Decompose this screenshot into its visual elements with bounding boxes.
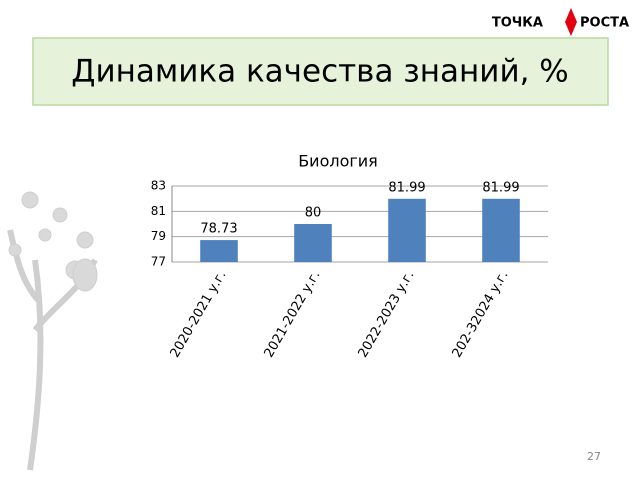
logo-left: ТОЧКА [492, 16, 543, 31]
bar [388, 198, 426, 262]
logo: ТОЧКА РОСТА [492, 8, 629, 36]
x-tick-label: 2020-2021 у.г. [168, 268, 230, 360]
x-tick-label: 202-32024 у.г. [450, 268, 512, 360]
page-number: 27 [587, 450, 601, 463]
bar [294, 224, 332, 262]
x-tick-label: 2021-2022 у.г. [262, 268, 324, 360]
logo-icon [565, 8, 577, 36]
y-tick-label: 77 [151, 255, 166, 269]
value-label: 80 [305, 206, 322, 221]
chart-title: Биология [298, 152, 378, 171]
y-tick-label: 81 [151, 204, 166, 218]
slide-title: Динамика качества знаний, % [71, 54, 569, 90]
bar [200, 240, 238, 262]
value-label: 81.99 [482, 180, 519, 195]
x-tick-label: 2022-2023 у.г. [356, 268, 418, 360]
bar [482, 198, 520, 262]
value-label: 78.73 [200, 222, 237, 237]
title-box [32, 37, 609, 106]
tree-decoration [7, 191, 98, 471]
value-label: 81.99 [388, 180, 425, 195]
y-tick-label: 79 [151, 229, 166, 243]
logo-right: РОСТА [580, 16, 629, 31]
y-tick-label: 83 [151, 179, 166, 193]
